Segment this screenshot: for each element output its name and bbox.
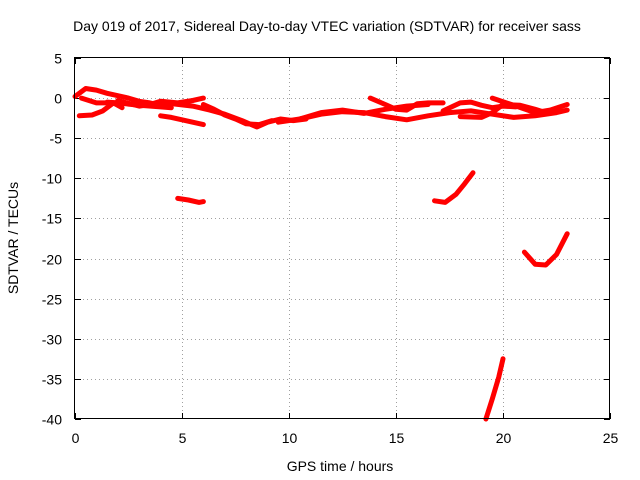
x-tick-label: 5 (179, 430, 187, 446)
chart-title: Day 019 of 2017, Sidereal Day-to-day VTE… (73, 18, 581, 34)
plot-frame (74, 57, 610, 419)
series-line-sat-o (432, 170, 476, 205)
y-tick-label: -5 (50, 131, 63, 147)
series-layer (72, 86, 570, 422)
y-axis-title: SDTVAR / TECUs (5, 182, 21, 294)
series-line-sat-g (200, 102, 275, 128)
series-line-sat-h (175, 195, 206, 205)
y-tick-label: -40 (42, 412, 62, 428)
x-tick-label: 15 (389, 430, 405, 446)
y-tick-label: -20 (42, 252, 62, 268)
y-tick-label: -25 (42, 292, 62, 308)
series-line-sat-e (115, 95, 206, 109)
y-tick-label: -10 (42, 171, 62, 187)
series-line-sat-p (521, 231, 570, 268)
series-line-sat-f (158, 113, 206, 128)
y-tick-label: -30 (42, 332, 62, 348)
y-tick-label: -15 (42, 211, 62, 227)
x-axis-title: GPS time / hours (287, 458, 394, 474)
x-tick-label: 20 (496, 430, 512, 446)
series-line-sat-n (489, 95, 570, 116)
series-line-sat-k (367, 95, 446, 113)
series-line-sat-a (72, 86, 164, 108)
x-tick-label: 10 (282, 430, 298, 446)
series-line-sat-q (483, 356, 506, 422)
series-line-sat-m (457, 102, 549, 120)
y-tick-label: 5 (54, 51, 62, 67)
x-tick-label: 0 (72, 430, 80, 446)
y-tick-label: -35 (42, 372, 62, 388)
series-line-sat-j (297, 102, 431, 122)
axis-ticks: 0 5 10 15 20 25 5 0 -5 -10 -15 -20 -25 -30 -35 -40 (42, 51, 619, 447)
y-tick-label: 0 (54, 91, 62, 107)
x-tick-label: 25 (603, 430, 619, 446)
